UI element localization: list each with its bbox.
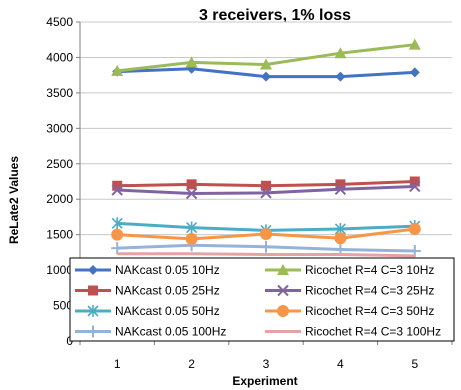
series-line [117,252,415,258]
data-point [409,176,420,187]
series-7 [111,222,421,245]
y-tick-label: 3000 [46,121,73,135]
data-point [408,222,421,235]
chart-title: 3 receivers, 1% loss [199,7,351,24]
legend-entry: NAKcast 0.05 100Hz [75,325,226,339]
data-point [111,228,124,241]
marker-stroke [277,284,289,297]
data-point [261,180,271,191]
x-tick-label: 5 [411,357,418,371]
marker-stroke [185,187,198,200]
y-tick-labels: 050010001500200025003000350040004500 [46,15,73,348]
x-tick-label: 4 [337,357,344,371]
legend-box [69,257,455,342]
data-point [260,227,272,240]
marker-stroke [409,180,421,193]
data-point [409,67,420,78]
legend-label: Ricochet R=4 C=3 100Hz [305,325,441,339]
x-axis-label: Experiment [232,374,297,388]
data-point [185,187,198,200]
data-point [260,240,272,253]
legend-swatch-marker [277,305,289,317]
data-point [186,179,197,190]
data-point [261,71,271,82]
legend-entry: Ricochet R=4 C=3 25Hz [265,284,434,298]
data-point [111,242,124,255]
legend-label: Ricochet R=4 C=3 10Hz [305,263,434,277]
data-point [409,180,421,193]
x-tick-label: 1 [114,357,121,371]
y-tick-label: 1000 [46,263,73,277]
legend-swatch-marker [88,285,98,296]
legend-swatch-marker [277,284,289,297]
legend-entry: Ricochet R=4 C=3 100Hz [265,325,441,339]
data-point [112,180,123,191]
y-tick-label: 4000 [46,50,73,64]
data-point [334,47,347,59]
legend-swatch-marker [88,265,98,275]
marker-stroke [111,184,123,196]
marker-stroke [334,183,347,196]
marker-stroke [260,187,272,199]
data-point [408,38,421,50]
y-axis-label: ReLate2 Values [7,156,21,244]
legend-swatch-marker [87,305,99,317]
data-point [260,187,272,199]
legend-label: Ricochet R=4 C=3 50Hz [305,304,434,318]
data-point [111,217,123,230]
legend-label: NAKcast 0.05 50Hz [115,304,220,318]
data-point [185,232,198,245]
data-point [185,56,198,68]
data-point [334,183,347,196]
series-8 [117,252,415,258]
x-tick-label: 2 [188,357,195,371]
legend-label: Ricochet R=4 C=3 25Hz [305,284,434,298]
legend-label: NAKcast 0.05 10Hz [115,263,220,277]
data-point [111,64,124,76]
data-point [260,58,272,70]
series-lines [111,38,421,258]
legend-label: NAKcast 0.05 25Hz [115,284,220,298]
legend-swatch-marker [87,325,99,338]
data-point [335,71,346,82]
legend: NAKcast 0.05 10Hz NAKcast 0.05 25Hz NAKcas… [69,257,455,342]
legend-entry: Ricochet R=4 C=3 10Hz [265,263,434,277]
y-tick-label: 2500 [46,157,73,171]
legend-swatch-marker [277,264,289,275]
y-tick-label: 1500 [46,228,73,242]
y-tick-label: 4500 [46,15,73,29]
y-tick-label: 500 [53,299,73,313]
series-6 [111,180,421,200]
legend-entry: NAKcast 0.05 10Hz [75,263,220,277]
series-2 [112,176,420,191]
legend-entry: Ricochet R=4 C=3 50Hz [265,304,434,318]
series-5 [111,38,421,76]
x-tick-label: 3 [263,357,270,371]
data-point [334,232,347,245]
legend-label: NAKcast 0.05 100Hz [115,325,226,339]
data-point [335,179,346,190]
legend-entry: NAKcast 0.05 25Hz [75,284,220,298]
y-tick-label: 2000 [46,192,73,206]
data-point [186,221,198,234]
y-tick-label: 3500 [46,86,73,100]
data-point [111,184,123,196]
x-tick-labels: 1 2 3 4 5 [114,357,419,371]
legend-entry: NAKcast 0.05 50Hz [75,304,220,318]
